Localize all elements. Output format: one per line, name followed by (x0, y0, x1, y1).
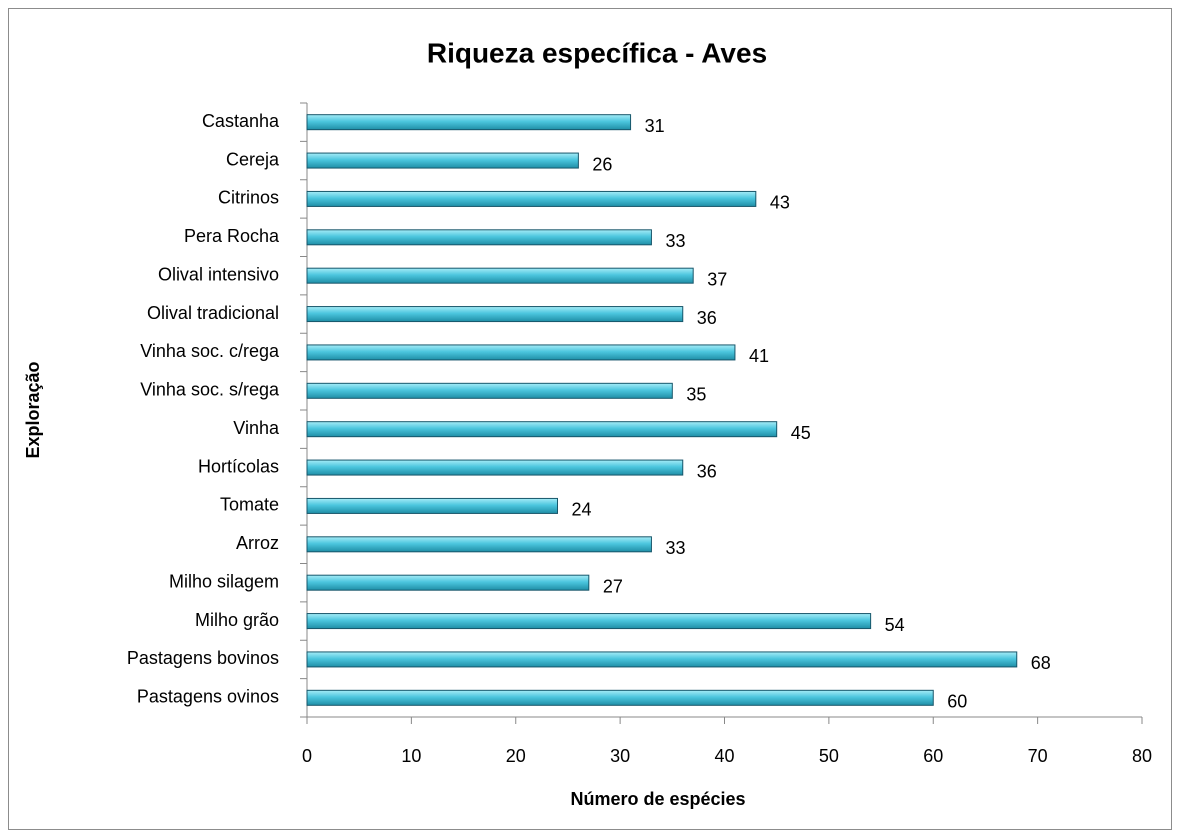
value-label: 36 (697, 461, 717, 481)
bar (306, 306, 684, 323)
y-tick-label: Hortícolas (198, 456, 279, 476)
value-label: 33 (665, 538, 685, 558)
bar (306, 190, 757, 207)
x-tick-label: 80 (1132, 746, 1152, 766)
value-label: 45 (791, 423, 811, 443)
y-tick-label: Citrinos (218, 188, 279, 208)
bar (306, 574, 590, 591)
value-label: 27 (603, 576, 623, 596)
y-tick-label: Pastagens ovinos (137, 687, 279, 707)
x-tick-label: 30 (610, 746, 630, 766)
x-axis-label: Número de espécies (570, 789, 745, 809)
y-tick-label: Olival tradicional (147, 303, 279, 323)
value-label: 60 (947, 692, 967, 712)
x-tick-label: 70 (1028, 746, 1048, 766)
value-label: 36 (697, 308, 717, 328)
y-tick-label: Vinha (233, 418, 280, 438)
value-label: 43 (770, 193, 790, 213)
value-label: 37 (707, 269, 727, 289)
bar (306, 613, 872, 630)
y-tick-label: Milho grão (195, 610, 279, 630)
value-label: 35 (686, 385, 706, 405)
x-tick-label: 50 (819, 746, 839, 766)
y-tick-label: Cereja (226, 149, 280, 169)
value-label: 26 (592, 154, 612, 174)
y-tick-label: Vinha soc. s/rega (140, 380, 280, 400)
y-axis-label: Exploração (23, 361, 43, 458)
value-label: 31 (645, 116, 665, 136)
bar (306, 497, 558, 514)
bar (306, 344, 736, 361)
y-tick-label: Vinha soc. c/rega (140, 341, 280, 361)
x-tick-label: 60 (923, 746, 943, 766)
chart-title: Riqueza específica - Aves (427, 37, 767, 68)
value-label: 41 (749, 346, 769, 366)
bar (306, 421, 778, 438)
bar (306, 229, 652, 246)
y-tick-label: Castanha (202, 111, 280, 131)
value-label: 33 (665, 231, 685, 251)
x-tick-label: 0 (302, 746, 312, 766)
x-tick-label: 20 (506, 746, 526, 766)
value-label: 24 (572, 500, 592, 520)
x-tick-label: 40 (714, 746, 734, 766)
y-tick-label: Tomate (220, 495, 279, 515)
bar (306, 689, 934, 706)
bar (306, 267, 694, 284)
y-tick-label: Pera Rocha (184, 226, 280, 246)
bar (306, 114, 632, 131)
bar (306, 382, 673, 399)
y-tick-label: Milho silagem (169, 571, 279, 591)
x-tick-label: 10 (401, 746, 421, 766)
bar (306, 536, 652, 553)
bar (306, 651, 1018, 668)
y-tick-label: Olival intensivo (158, 264, 279, 284)
y-tick-label: Pastagens bovinos (127, 648, 279, 668)
bar (306, 152, 579, 169)
value-label: 68 (1031, 653, 1051, 673)
value-label: 54 (885, 615, 905, 635)
bar (306, 459, 684, 476)
y-tick-label: Arroz (236, 533, 279, 553)
